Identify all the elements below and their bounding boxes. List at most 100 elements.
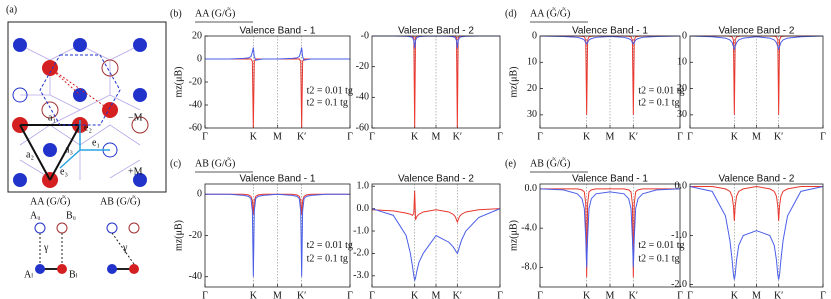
y-tick-label: 30 [527,109,537,120]
y-tick-label: 20 [527,83,537,94]
series-line [205,47,350,61]
chart-title: Valence Band - 1 [572,26,648,37]
x-tick-label: Γ [497,290,503,299]
chart: Γ K M K′ Γ 1.0 0.0 -1.0 -2.0 -3.0 Valence Band - 2 [353,174,503,299]
y-tick-label: 0.0 [525,183,538,194]
x-tick-label: Γ [497,131,503,142]
x-tick-label: Γ [202,131,208,142]
chart-title: Valence Band - 2 [398,26,474,37]
panel-label: (c) [170,158,181,169]
plot-frame [371,183,501,288]
x-tick-label: M [752,290,761,299]
y-tick-label: 10 [527,57,537,68]
x-tick-label: K′ [297,290,306,299]
plot-frame [371,35,501,129]
panel-title: AA (G/G̃) [195,6,235,19]
series-line [371,208,501,283]
y-tick-label: -40 [189,271,202,282]
legend-entry: t2 = 0.01 tg [638,240,684,251]
panel-label: (d) [505,8,517,19]
nnn-hop [49,67,111,111]
x-tick-label: M [606,131,615,142]
stacking-title: AA (G/G̃) [30,194,70,207]
chart-title: Valence Band - 2 [719,26,795,37]
series-line [539,35,681,45]
x-tick-label: K [411,131,419,142]
stacking-aa [34,222,68,274]
hexagon [39,54,121,126]
x-tick-label: K′ [629,290,638,299]
y-axis-label: mz(μB) [173,67,184,98]
stacking-title: AB (G/G̃) [100,194,140,207]
plot-frame [689,183,824,288]
chart-title: Valence Band - 2 [398,174,474,185]
y-tick-label: -60 [189,122,202,133]
x-tick-label: M [273,131,282,142]
legend-entry: t2 = 0.1 tg [638,253,679,264]
y-axis-label: mz(μB) [173,220,184,251]
series-line [371,190,501,224]
y-tick-label: 20 [677,83,687,94]
coupling-label: γ [43,242,49,253]
plot-frame [539,35,681,129]
series-line [690,185,823,221]
y-tick-label: -8.0 [521,262,537,273]
x-tick-label: K′ [453,290,462,299]
orbital-label: Bᵤ [66,210,77,221]
x-tick-label: M [432,290,441,299]
y-tick-label: 0.0 [357,203,370,214]
chart-title: Valence Band - 1 [240,26,316,37]
x-tick-label: K′ [774,131,783,142]
series-line [689,185,824,280]
x-tick-label: Γ [202,290,208,299]
x-tick-label: Γ [369,131,375,142]
x-tick-label: Γ [347,131,353,142]
mass-label: +M [128,166,143,177]
x-tick-label: M [432,131,441,142]
y-tick-label: -1.0 [671,230,687,241]
x-tick-label: Γ [369,290,375,299]
vec-label: e₁ [92,137,100,148]
y-axis-label: mz(μB) [508,67,519,98]
y-tick-label: 0 [682,30,687,41]
legend-entry: t2 = 0.1 tg [307,253,348,264]
y-tick-label: -2.0 [671,279,687,290]
chart: Γ K M K′ Γ 0 10 20 30 Valence Band - 2 [677,26,826,143]
orbital-label: Aₗ [24,269,33,280]
chart-title: Valence Band - 1 [572,174,648,185]
y-tick-label: 1.0 [357,181,370,192]
y-tick-label: 10 [677,57,687,68]
y-tick-label: 0 [197,189,202,200]
panel-title: AB (G/G̃) [195,156,235,169]
vec-label: a₂ [26,149,34,160]
chart-title: Valence Band - 1 [240,174,316,185]
series-line [205,193,350,277]
x-tick-label: K [731,131,739,142]
legend-entry: t2 = 0.01 tg [307,240,353,251]
x-tick-label: M [752,131,761,142]
y-tick-label: -0 [361,30,369,41]
y-tick-label: 20 [192,30,202,41]
plot-frame [204,35,351,129]
panel-label: (b) [170,8,182,19]
x-tick-label: Γ [537,131,543,142]
y-tick-label: -4.0 [521,222,537,233]
panel-label: (a) [6,4,17,15]
x-tick-label: K′ [774,290,783,299]
lattice-frame [7,21,167,193]
chart-title: Valence Band - 2 [719,174,795,185]
y-tick-label: -1.0 [353,225,369,236]
legend-entry: t2 = 0.1 tg [638,97,679,108]
x-tick-label: Γ [687,290,693,299]
orbital-label: Bₗ [69,269,78,280]
chart: Γ K M K′ Γ 0 -20 -40 t2 = 0.01 tg t2 = 0.1 tg Vale… [173,174,353,299]
x-tick-label: K [583,290,591,299]
series-line [539,188,681,268]
plot-frame [539,183,681,288]
y-tick-label: -20 [356,61,369,72]
panel-label: (e) [505,158,516,169]
vec-label: e₂ [84,122,92,133]
